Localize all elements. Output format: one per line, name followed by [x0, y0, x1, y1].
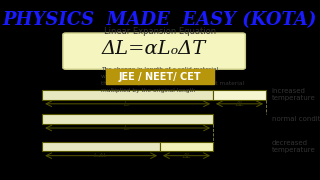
Bar [160, 142, 213, 151]
Text: decreased
temperature: decreased temperature [272, 140, 316, 153]
FancyBboxPatch shape [106, 69, 214, 84]
Text: LₒΔL: LₒΔL [94, 153, 108, 158]
Text: ΔL=αLₒΔT: ΔL=αLₒΔT [102, 40, 206, 58]
FancyBboxPatch shape [63, 33, 245, 69]
Text: JEE / NEET/ CET: JEE / NEET/ CET [119, 71, 201, 82]
Bar [42, 114, 213, 124]
Text: PHYSICS  MADE  EASY (KOTA): PHYSICS MADE EASY (KOTA) [3, 11, 317, 29]
Text: Lₒ: Lₒ [124, 101, 131, 107]
Bar [42, 142, 160, 151]
Bar [213, 90, 266, 100]
Text: normal condition: normal condition [272, 116, 320, 122]
Text: ΔL: ΔL [235, 101, 244, 107]
Text: Linear Expansion Equation: Linear Expansion Equation [104, 27, 216, 36]
Bar [42, 90, 213, 100]
Text: Lₒ: Lₒ [124, 125, 131, 131]
Text: The change in length of a solid material
when heated or cooled  is equal to
the : The change in length of a solid material… [101, 67, 244, 93]
Text: increased
temperature: increased temperature [272, 88, 316, 101]
Text: ΔL: ΔL [182, 153, 191, 159]
